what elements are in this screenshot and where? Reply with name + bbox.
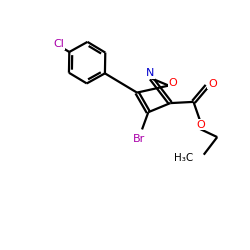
Text: Br: Br [132, 134, 145, 144]
Text: O: O [169, 78, 177, 88]
Text: N: N [146, 68, 154, 78]
Text: O: O [196, 120, 205, 130]
Text: Cl: Cl [54, 39, 64, 49]
Text: H₃C: H₃C [174, 152, 194, 162]
Text: O: O [208, 78, 217, 88]
